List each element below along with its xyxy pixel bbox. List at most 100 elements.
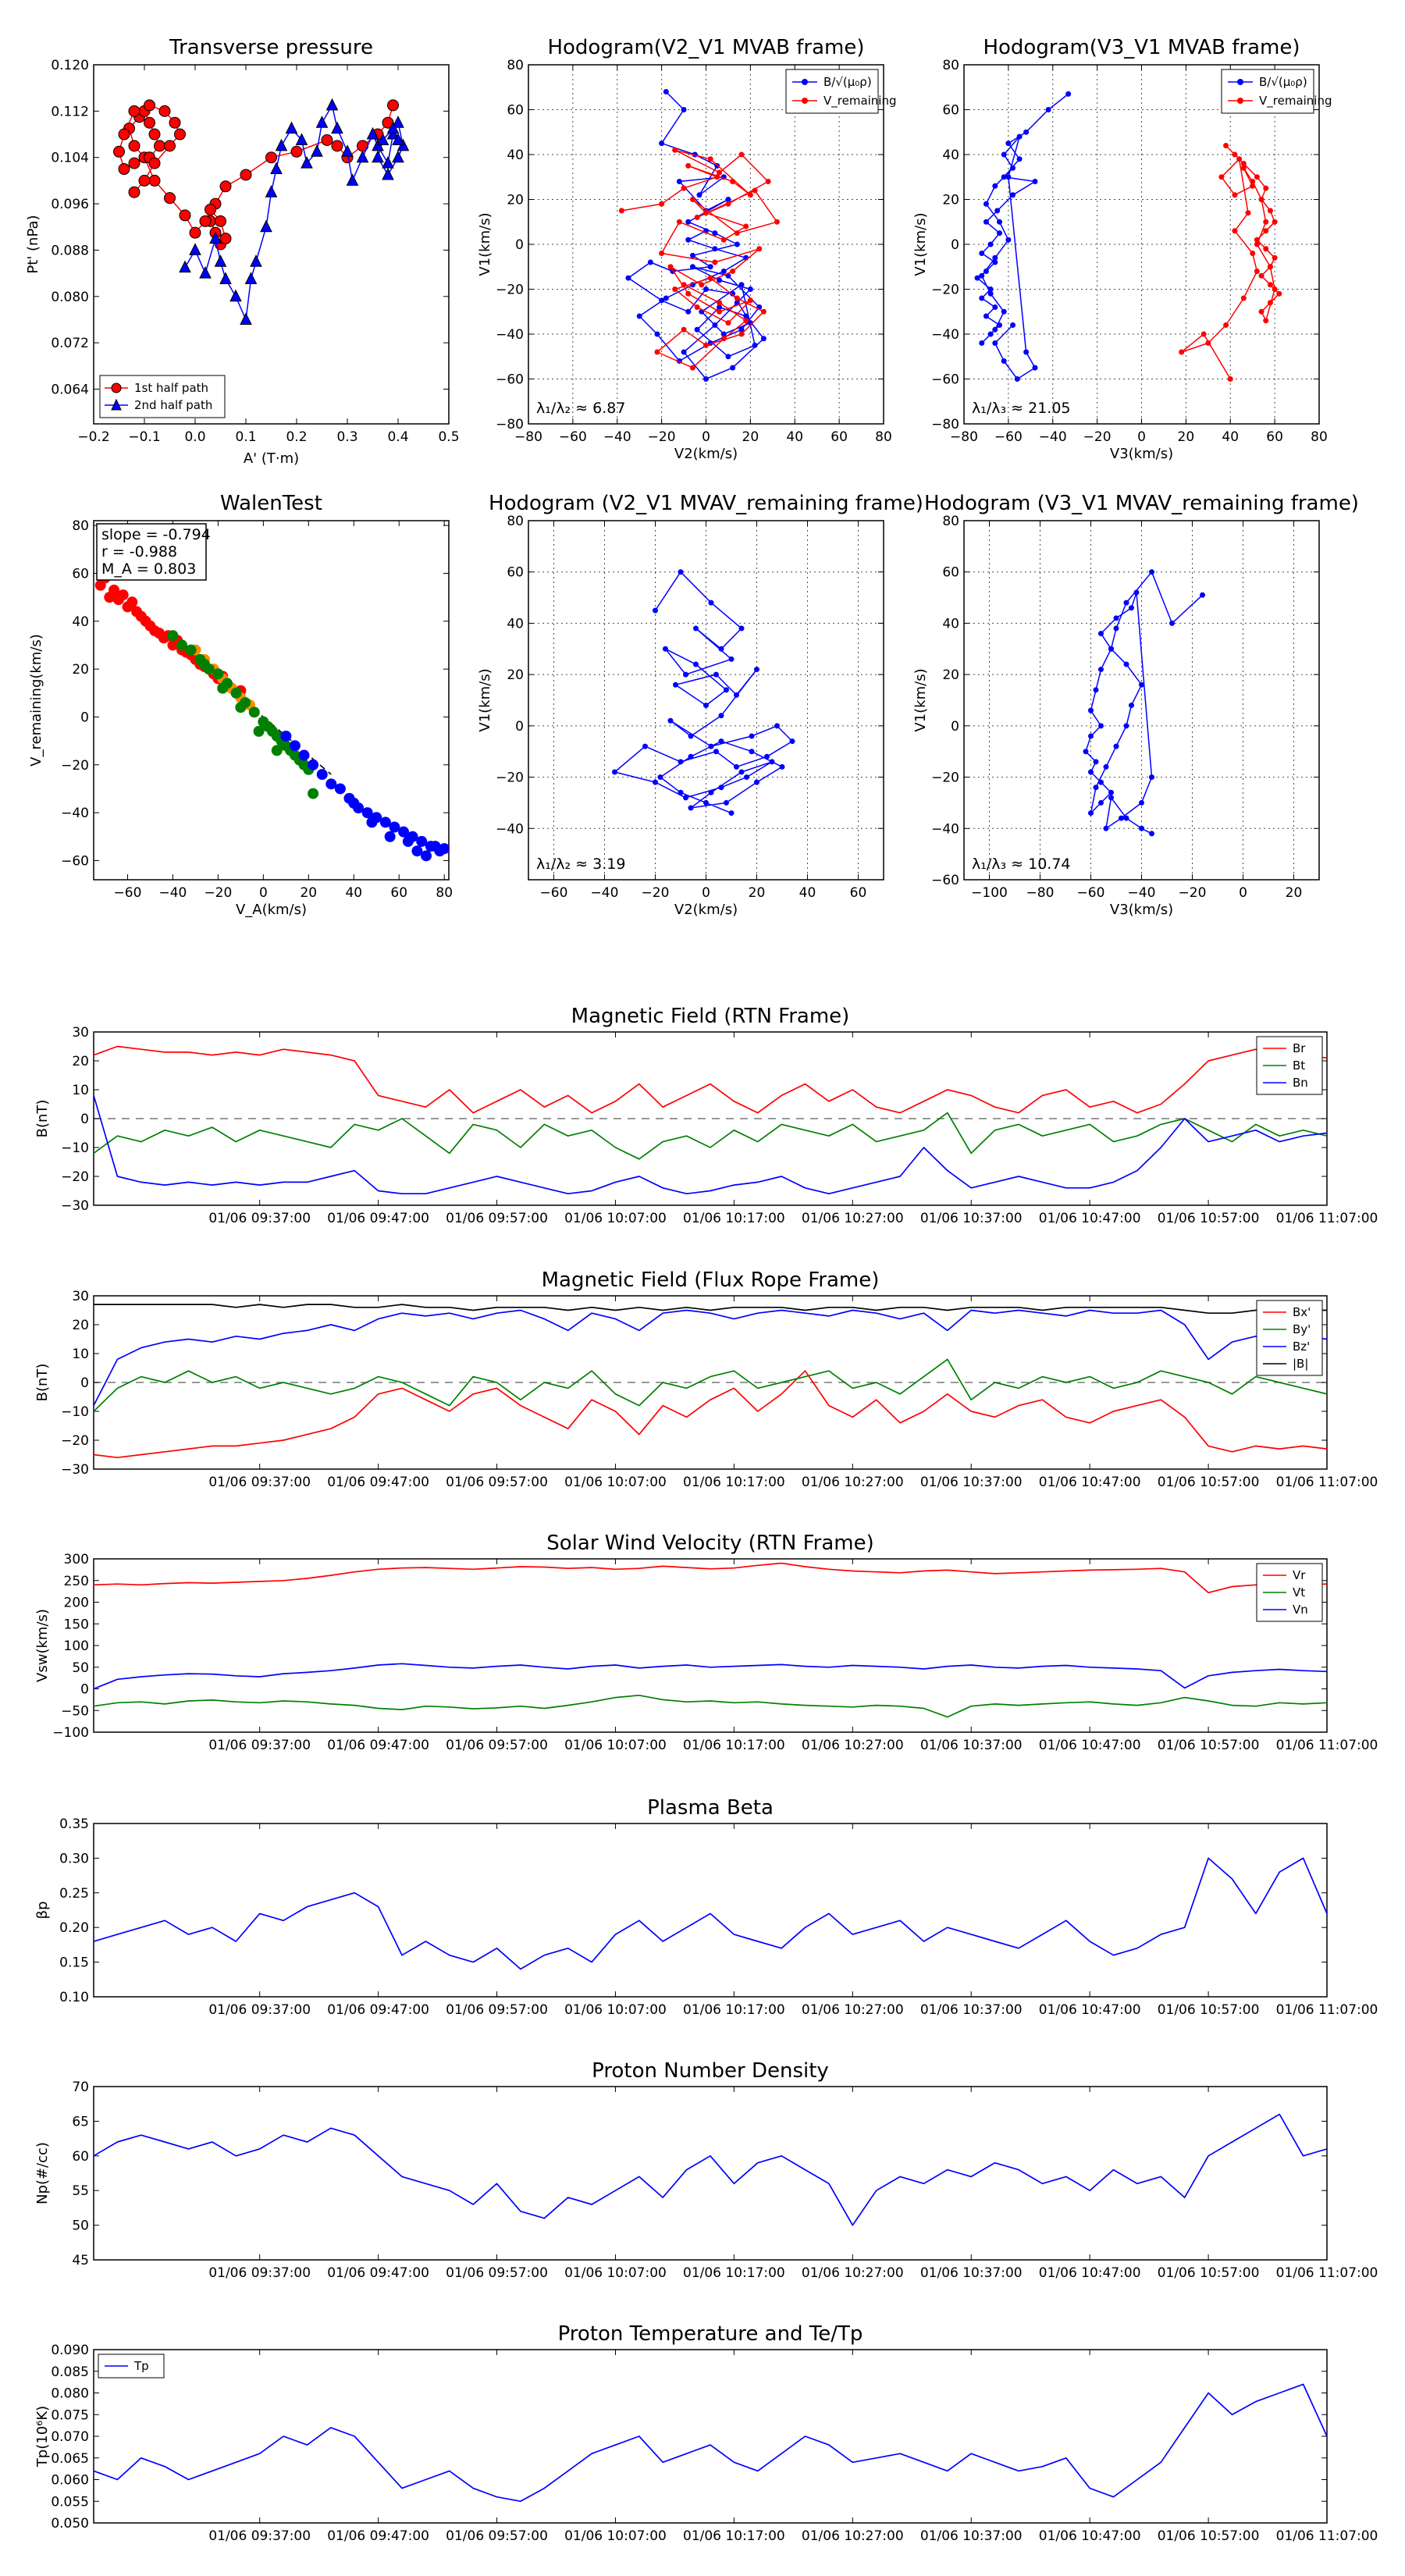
plot-frame <box>963 520 1320 881</box>
data-point <box>1108 795 1114 801</box>
x-tick-label: 40 <box>345 885 362 901</box>
data-point-blue <box>250 254 262 267</box>
data-point <box>712 246 718 252</box>
data-point <box>1250 183 1256 189</box>
series-line-|B| <box>94 1304 1327 1315</box>
x-tick-label: 01/06 10:27:00 <box>802 2265 904 2281</box>
y-tick-label: −60 <box>931 372 959 388</box>
data-point <box>734 763 739 770</box>
data-point <box>703 210 709 216</box>
y-tick-label: 0 <box>80 710 89 725</box>
x-tick-label: 20 <box>300 885 317 901</box>
x-tick-label: 01/06 09:57:00 <box>446 1475 548 1490</box>
data-point <box>678 759 684 765</box>
data-point-blue <box>214 254 227 267</box>
x-tick-label: 01/06 10:47:00 <box>1039 1211 1141 1226</box>
data-point <box>685 290 692 297</box>
data-point <box>774 219 780 225</box>
y-tick-label: 30 <box>72 1289 89 1304</box>
x-tick-label: 01/06 10:07:00 <box>564 1475 667 1490</box>
data-point <box>983 201 989 207</box>
y-tick-label: 0 <box>515 237 524 253</box>
data-point-blue <box>285 121 298 134</box>
y-tick-label: 40 <box>507 616 524 632</box>
x-tick-label: 01/06 09:37:00 <box>208 2528 311 2544</box>
y-axis-label: V1(km/s) <box>912 668 929 731</box>
series-line-0 <box>1085 571 1204 834</box>
y-tick-label: −60 <box>61 853 89 869</box>
data-point <box>683 671 688 678</box>
x-tick-label: 01/06 10:57:00 <box>1158 1475 1260 1490</box>
stat-line: slope = -0.794 <box>101 526 211 543</box>
plot-area <box>974 91 1282 382</box>
y-tick-label: −40 <box>496 821 524 837</box>
chart-hodogram_v2_v1_mvab: −80 −60 −40 −20 0 20 40 60 80 −80 −60 −40 −20 0 20 40 60… <box>477 36 897 462</box>
y-axis-label: B(nT) <box>34 1364 51 1402</box>
data-point <box>708 789 714 795</box>
y-tick-label: 0.096 <box>51 197 89 212</box>
data-point-green <box>176 639 188 651</box>
data-point <box>749 749 755 755</box>
data-point-red <box>164 192 176 205</box>
data-point-red <box>219 180 232 193</box>
data-point <box>1103 825 1109 831</box>
data-point <box>734 241 740 247</box>
data-point-blue <box>348 797 360 809</box>
data-point <box>992 326 998 333</box>
plot-area <box>94 1562 1327 1718</box>
legend-label: 2nd half path <box>134 398 212 412</box>
x-tick-label: 60 <box>850 885 867 901</box>
x-tick-label: 40 <box>1222 429 1239 445</box>
data-point <box>1263 228 1269 234</box>
data-point <box>1108 646 1114 652</box>
data-point <box>653 607 658 614</box>
data-point-blue <box>366 817 378 828</box>
data-point <box>983 313 989 319</box>
data-point <box>681 107 687 112</box>
legend-label: Bx' <box>1293 1305 1311 1319</box>
chart-mag_fr: −30 −20 −10 0 10 20 30 01/06 09:37:00 01/06 09:4… <box>34 1268 1378 1490</box>
y-tick-label: 80 <box>942 514 959 529</box>
y-tick-label: 300 <box>64 1552 89 1567</box>
legend-label: 1st half path <box>134 381 208 395</box>
x-tick-label: 20 <box>742 429 759 445</box>
data-point <box>1272 286 1278 292</box>
series-line-0 <box>628 91 765 380</box>
x-tick-label: 01/06 10:47:00 <box>1039 2002 1141 2018</box>
data-point <box>743 313 749 319</box>
data-point <box>992 183 998 189</box>
data-point-blue <box>325 778 337 790</box>
data-point-blue <box>295 133 308 145</box>
x-tick-label: 01/06 11:07:00 <box>1276 1211 1378 1226</box>
x-tick-label: 01/06 09:47:00 <box>327 1738 429 1753</box>
plot-area <box>113 98 410 325</box>
data-point-blue <box>270 162 283 175</box>
data-point <box>693 661 699 667</box>
legend-marker <box>1237 98 1243 104</box>
legend-label: B/√(μ₀ρ) <box>823 75 872 89</box>
y-tick-label: 40 <box>72 614 89 630</box>
data-point <box>685 219 692 225</box>
data-point-green <box>212 668 224 680</box>
x-axis-label: V3(km/s) <box>1110 902 1173 918</box>
legend-label: By' <box>1293 1322 1311 1336</box>
y-tick-label: −30 <box>61 1198 89 1214</box>
data-point-red <box>128 157 140 169</box>
data-point <box>1272 219 1278 225</box>
data-point-blue <box>398 826 410 838</box>
x-tick-label: −20 <box>204 885 232 901</box>
x-tick-label: 01/06 10:27:00 <box>802 2528 904 2544</box>
x-tick-label: 0.3 <box>336 429 357 445</box>
data-point <box>1263 318 1269 324</box>
y-tick-label: 0.080 <box>51 290 89 305</box>
data-point <box>983 219 989 225</box>
x-tick-label: 01/06 09:37:00 <box>208 1738 311 1753</box>
eigenvalue-ratio: λ₁/λ₂ ≈ 6.87 <box>536 400 625 417</box>
data-point <box>673 681 678 688</box>
data-point <box>713 671 719 678</box>
y-tick-label: 200 <box>64 1596 89 1611</box>
data-point <box>718 713 724 719</box>
data-point-red <box>215 215 226 227</box>
y-tick-label: 40 <box>942 148 959 163</box>
